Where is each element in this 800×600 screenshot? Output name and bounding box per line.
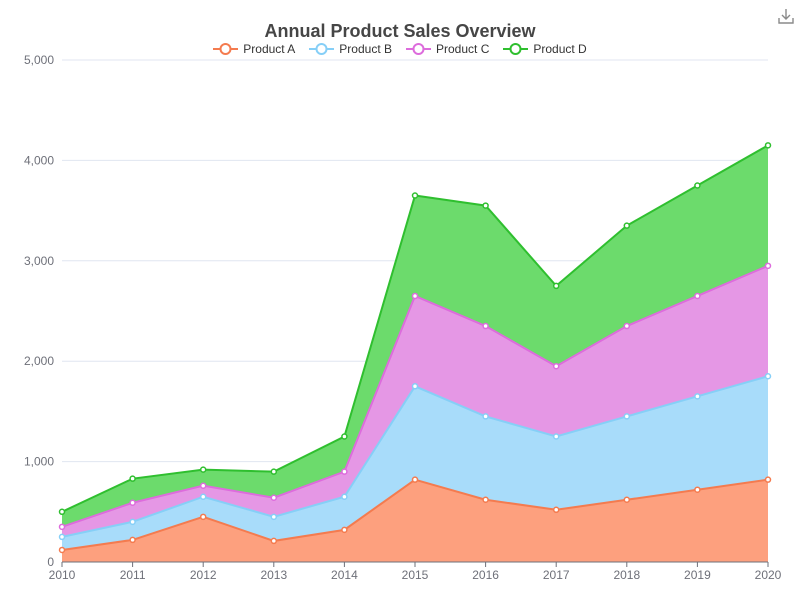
x-tick-label: 2011 — [120, 568, 146, 582]
data-point[interactable] — [764, 373, 772, 380]
data-point[interactable] — [411, 383, 419, 390]
data-point[interactable] — [623, 222, 631, 229]
data-point[interactable] — [482, 202, 489, 209]
x-tick-label: 2018 — [613, 568, 640, 582]
y-tick-label: 0 — [47, 555, 54, 569]
x-tick-label: 2015 — [402, 568, 429, 582]
data-point[interactable] — [199, 482, 207, 489]
data-point[interactable] — [623, 413, 631, 420]
data-point[interactable] — [552, 433, 560, 440]
area-product-d — [62, 145, 768, 527]
data-point[interactable] — [694, 486, 701, 493]
y-tick-label: 2,000 — [24, 354, 54, 368]
y-tick-label: 1,000 — [24, 455, 54, 469]
legend: Product A Product B Product C Product D — [0, 42, 800, 56]
data-point[interactable] — [552, 506, 560, 514]
data-point[interactable] — [341, 493, 348, 500]
y-tick-label: 3,000 — [24, 254, 54, 268]
download-icon[interactable] — [777, 7, 795, 25]
data-point[interactable] — [623, 496, 631, 504]
data-point[interactable] — [270, 537, 278, 545]
data-point[interactable] — [623, 322, 631, 330]
legend-label: Product C — [436, 42, 490, 56]
data-point[interactable] — [411, 476, 419, 483]
data-point[interactable] — [129, 518, 136, 526]
data-point[interactable] — [482, 496, 489, 504]
y-tick-label: 5,000 — [24, 53, 54, 67]
data-point[interactable] — [270, 468, 278, 475]
data-point[interactable] — [694, 182, 701, 189]
data-point[interactable] — [58, 533, 66, 541]
data-point[interactable] — [552, 362, 560, 370]
x-tick-label: 2020 — [755, 568, 782, 582]
data-point[interactable] — [129, 475, 136, 482]
data-point[interactable] — [199, 466, 207, 473]
x-tick-label: 2010 — [49, 568, 76, 582]
legend-swatch-icon — [309, 43, 335, 55]
data-point[interactable] — [482, 413, 489, 420]
data-point[interactable] — [764, 142, 772, 149]
data-point[interactable] — [552, 282, 560, 290]
data-point[interactable] — [270, 494, 278, 501]
x-tick-label: 2014 — [331, 568, 358, 582]
data-point[interactable] — [199, 513, 207, 521]
chart-title: Annual Product Sales Overview — [264, 21, 536, 41]
x-tick-label: 2017 — [543, 568, 570, 582]
legend-label: Product A — [243, 42, 296, 56]
legend-label: Product B — [339, 42, 392, 56]
area-product-a — [62, 479, 768, 562]
data-point[interactable] — [129, 536, 136, 544]
x-tick-label: 2012 — [190, 568, 217, 582]
legend-item-product-a[interactable]: Product A — [213, 42, 295, 56]
legend-swatch-icon — [503, 43, 529, 55]
data-point[interactable] — [270, 513, 278, 521]
x-tick-label: 2019 — [684, 568, 711, 582]
data-point[interactable] — [482, 322, 489, 330]
data-point[interactable] — [341, 468, 348, 475]
area-product-b — [62, 376, 768, 550]
area-product-c — [62, 265, 768, 537]
data-point[interactable] — [694, 292, 701, 300]
data-point[interactable] — [764, 262, 772, 270]
legend-swatch-icon — [406, 43, 431, 55]
y-tick-label: 4,000 — [24, 153, 54, 167]
data-point[interactable] — [58, 523, 66, 531]
x-tick-label: 2016 — [472, 568, 499, 582]
legend-swatch-icon — [213, 43, 239, 55]
x-tick-label: 2013 — [260, 568, 287, 582]
legend-item-product-d[interactable]: Product D — [503, 42, 587, 56]
data-point[interactable] — [199, 493, 207, 500]
legend-item-product-c[interactable]: Product C — [406, 42, 489, 56]
data-point[interactable] — [58, 508, 66, 516]
data-point[interactable] — [411, 292, 419, 300]
data-point[interactable] — [129, 499, 136, 507]
data-point[interactable] — [764, 476, 772, 483]
data-point[interactable] — [341, 526, 348, 534]
data-point[interactable] — [411, 192, 419, 199]
legend-label: Product D — [533, 42, 587, 56]
legend-item-product-b[interactable]: Product B — [309, 42, 392, 56]
data-point[interactable] — [58, 546, 66, 554]
data-point[interactable] — [341, 433, 348, 440]
data-point[interactable] — [694, 393, 701, 400]
